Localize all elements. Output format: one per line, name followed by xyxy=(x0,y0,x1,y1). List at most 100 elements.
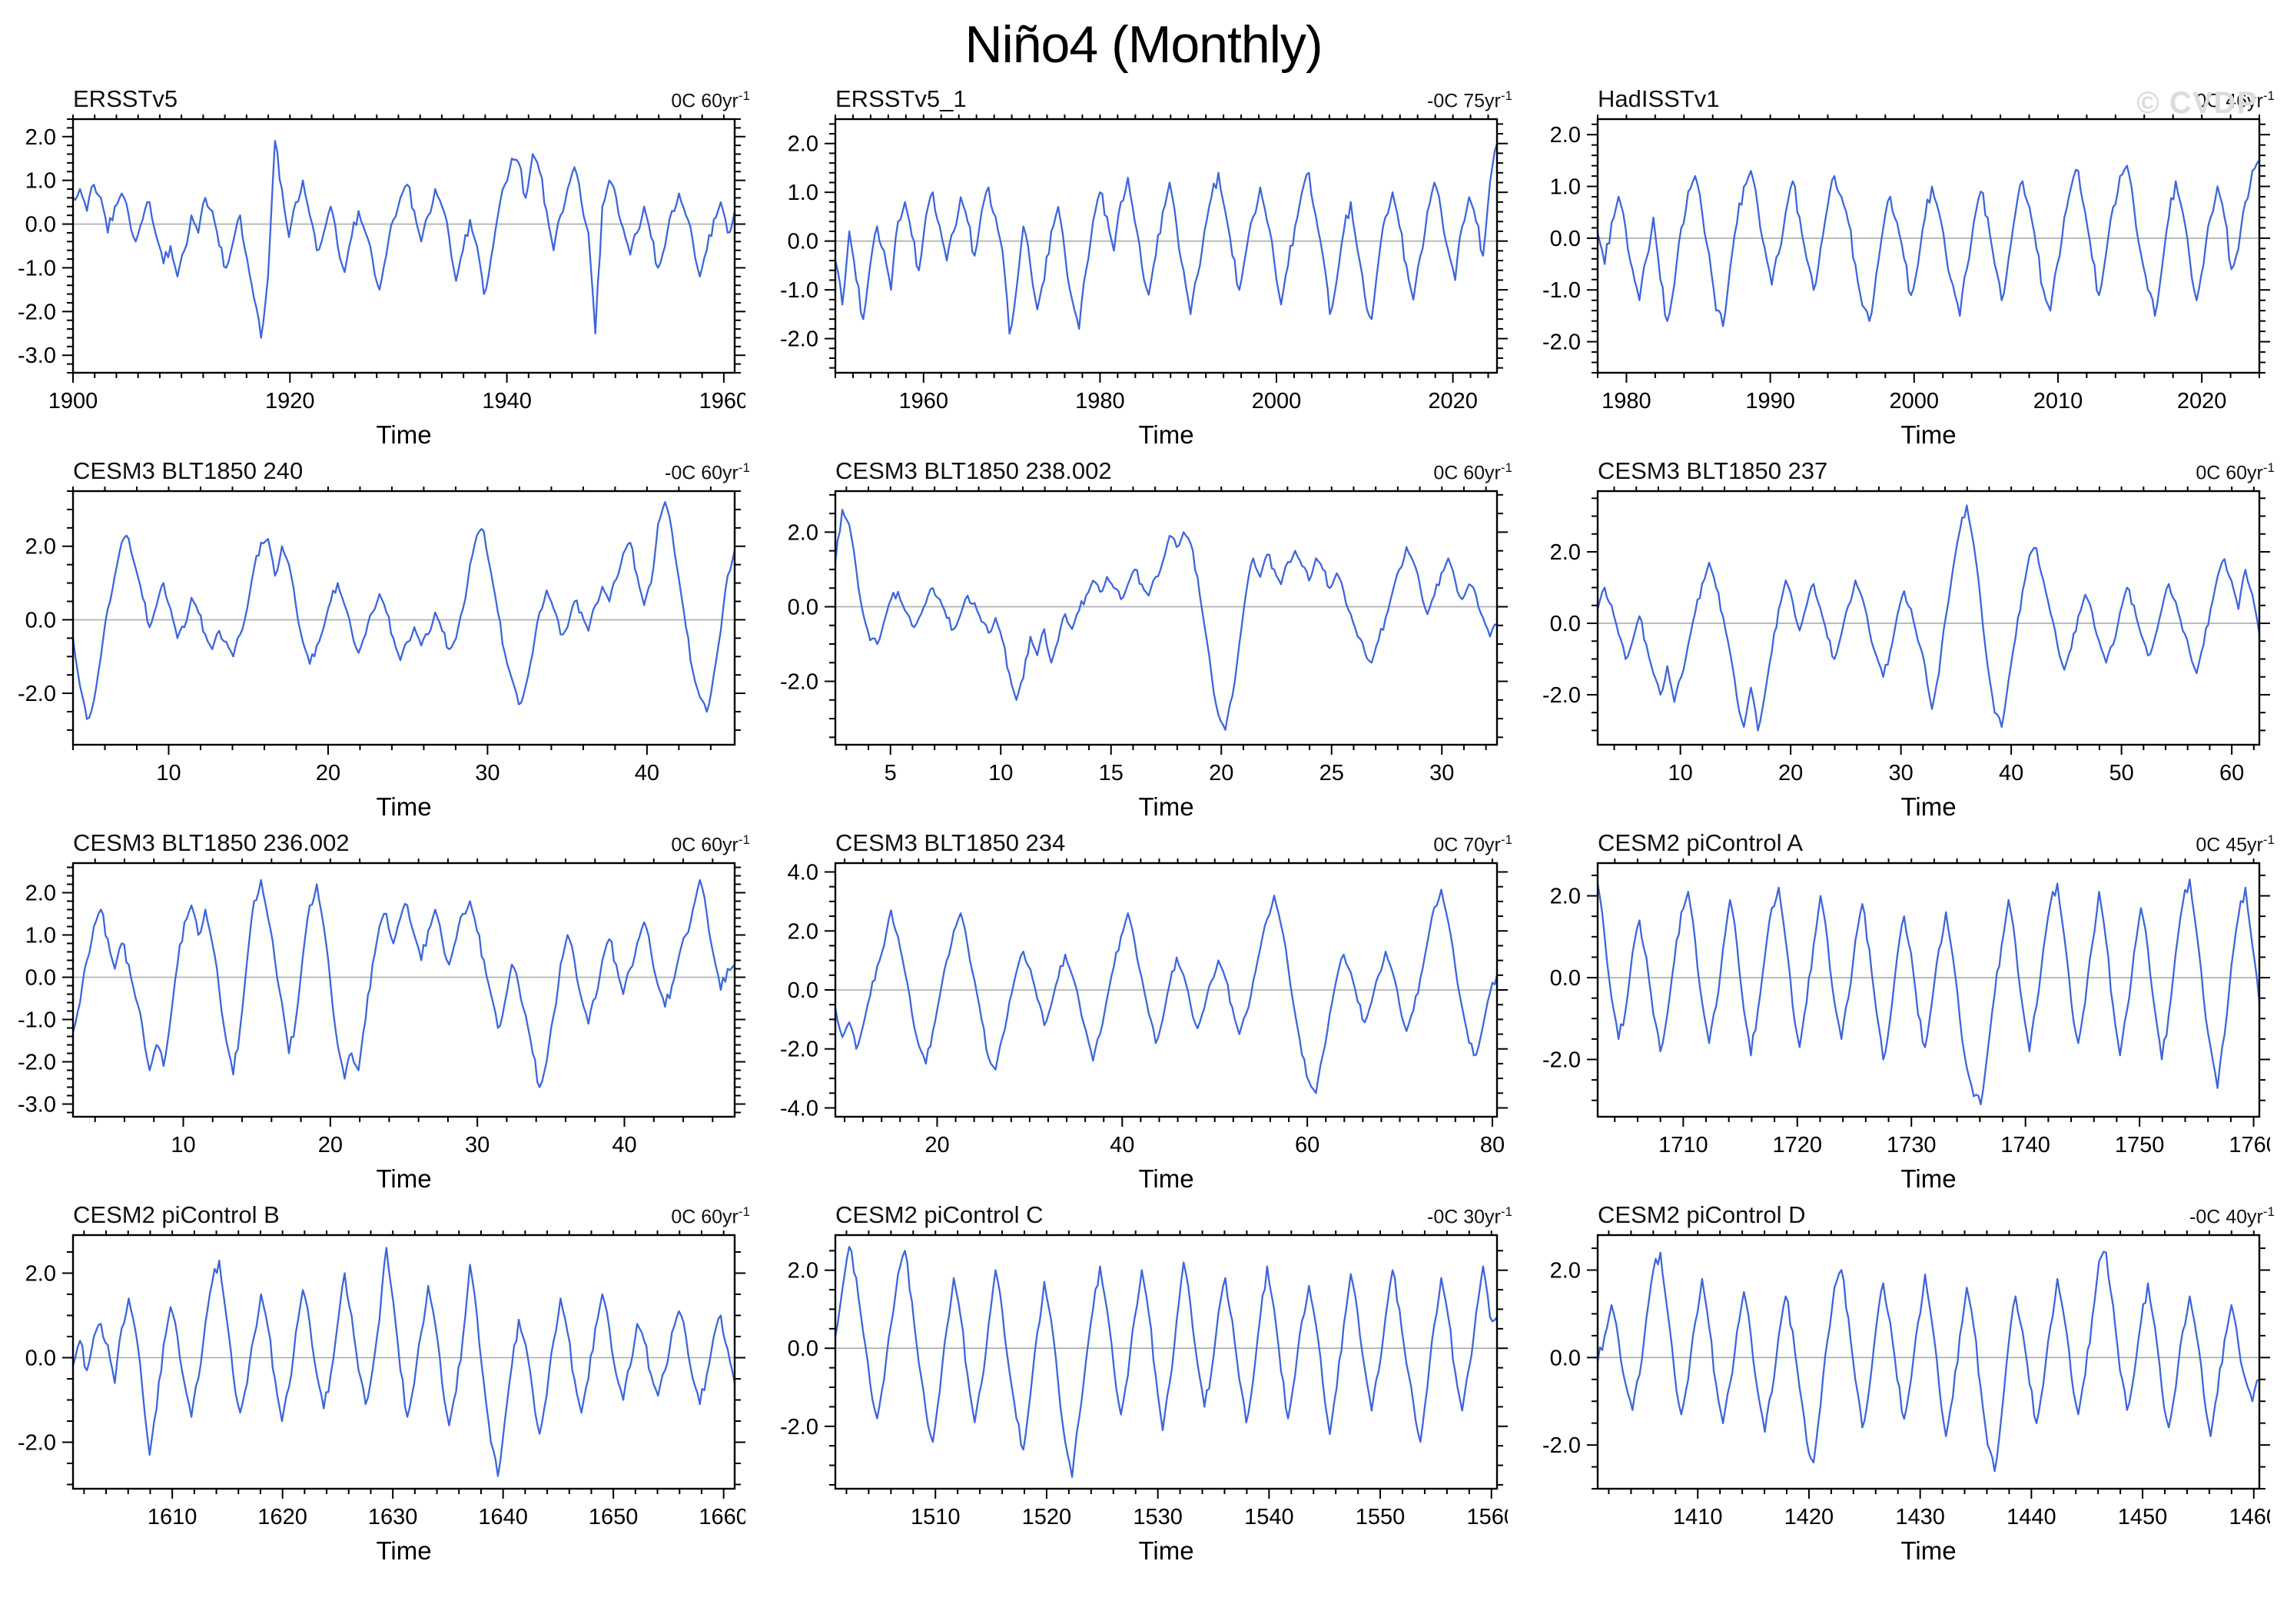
x-tick-label: 20 xyxy=(318,1133,343,1157)
trend-exponent: -1 xyxy=(738,460,750,475)
y-tick-label: 0.0 xyxy=(788,230,818,254)
axis-ticks xyxy=(62,858,745,1127)
x-tick-label: 2000 xyxy=(1252,389,1302,413)
chart-title: CESM2 piControl C xyxy=(835,1201,1044,1228)
x-tick-label: 40 xyxy=(1110,1133,1134,1157)
chart-header: CESM2 piControl C -0C 30yr-1 xyxy=(762,1201,1525,1230)
chart-title: CESM3 BLT1850 234 xyxy=(835,829,1066,856)
trend-value: -0C 30yr xyxy=(1427,1206,1501,1227)
axis-tick-labels: 20 40 60 80 4.0 2.0 0.0 -2.0 -4.0 xyxy=(780,861,1505,1157)
y-tick-label: 0.0 xyxy=(1550,227,1581,251)
y-tick-label: 2.0 xyxy=(25,882,56,906)
series-line xyxy=(1596,878,2261,1106)
series-line xyxy=(834,888,1499,1094)
trend-exponent: -1 xyxy=(2262,460,2275,475)
series-line xyxy=(834,509,1499,731)
y-tick-label: -1.0 xyxy=(18,256,56,281)
y-tick-label: 2.0 xyxy=(788,132,818,157)
y-tick-label: 2.0 xyxy=(788,919,818,944)
y-tick-label: 2.0 xyxy=(1550,1259,1581,1284)
axis-ticks xyxy=(1587,115,2270,383)
chart-header: ERSSTv5 0C 60yr-1 xyxy=(0,85,762,115)
axis-tick-labels: 5 10 15 20 25 30 2.0 0.0 -2.0 xyxy=(780,520,1454,785)
series-line xyxy=(71,878,736,1088)
series-line xyxy=(834,1246,1499,1478)
series-line xyxy=(834,142,1499,335)
chart-panel-ersstv5-1: ERSSTv5_1 -0C 75yr-1 1960 1980 2000 2020 2.0 1.… xyxy=(762,85,1525,450)
y-tick-label: 0.0 xyxy=(25,966,56,991)
y-tick-label: 0.0 xyxy=(1550,612,1581,636)
chart-title: CESM3 BLT1850 236.002 xyxy=(73,829,350,856)
trend-value: -0C 60yr xyxy=(665,462,739,483)
x-tick-label: 40 xyxy=(612,1133,636,1157)
chart-plot: 20 40 60 80 4.0 2.0 0.0 -2.0 -4.0 Time xyxy=(780,858,1508,1193)
chart-plot: 10 20 30 40 50 60 2.0 0.0 -2.0 Time xyxy=(1542,487,2270,821)
y-tick-label: 2.0 xyxy=(788,520,818,545)
x-tick-label: 20 xyxy=(924,1133,949,1157)
x-tick-label: 80 xyxy=(1480,1133,1505,1157)
plot-frame xyxy=(71,862,736,1118)
trend-label: 0C 60yr-1 xyxy=(671,1204,750,1228)
x-tick-label: 1750 xyxy=(2115,1133,2165,1157)
chart-plot: 1610 1620 1630 1640 1650 1660 2.0 0.0 -2.0 Time xyxy=(18,1230,745,1565)
chart-panel-cesm2-picontrol-a: CESM2 piControl A 0C 45yr-1 1710 1720 1730 17… xyxy=(1525,829,2287,1194)
chart-panel-ersstv5: ERSSTv5 0C 60yr-1 1900 1920 1940 1960 2.0 1.0 0.… xyxy=(0,85,762,450)
chart-header: CESM3 BLT1850 237 0C 60yr-1 xyxy=(1525,457,2287,487)
x-tick-label: 1510 xyxy=(911,1505,961,1529)
axis-ticks xyxy=(825,487,1508,755)
chart-panel-cesm3-blt1850-236-002: CESM3 BLT1850 236.002 0C 60yr-1 10 20 30 40 2.… xyxy=(0,829,762,1194)
axis-ticks xyxy=(825,115,1508,383)
y-tick-label: -2.0 xyxy=(1542,330,1581,355)
x-tick-label: 1520 xyxy=(1022,1505,1072,1529)
axis-ticks xyxy=(825,1230,1508,1499)
chart-panel-cesm2-picontrol-d: CESM2 piControl D -0C 40yr-1 1410 1420 1430 1… xyxy=(1525,1201,2287,1566)
chart-plot: 1410 1420 1430 1440 1450 1460 2.0 0.0 -2.0 Time xyxy=(1542,1230,2270,1565)
axis-ticks xyxy=(1587,487,2270,755)
x-tick-label: 50 xyxy=(2109,761,2133,785)
x-tick-label: 30 xyxy=(1429,761,1454,785)
y-tick-label: 0.0 xyxy=(25,608,56,633)
x-axis-title: Time xyxy=(1900,792,1956,821)
x-tick-label: 1960 xyxy=(899,389,949,413)
plot-frame xyxy=(1596,118,2261,374)
trend-value: 0C 60yr xyxy=(1433,462,1501,483)
axis-ticks xyxy=(825,858,1508,1127)
x-tick-label: 1610 xyxy=(148,1505,197,1529)
axis-ticks xyxy=(62,1230,745,1499)
x-axis-title: Time xyxy=(1900,1536,1956,1565)
plot-frame xyxy=(71,118,736,374)
plot-frame xyxy=(834,490,1499,746)
y-tick-label: -2.0 xyxy=(1542,683,1581,708)
x-tick-label: 20 xyxy=(316,761,340,785)
x-tick-label: 1980 xyxy=(1602,389,1651,413)
x-tick-label: 40 xyxy=(1999,761,2023,785)
trend-value: 0C 70yr xyxy=(1433,834,1501,855)
series-line xyxy=(71,140,736,339)
trend-label: 0C 46yr-1 xyxy=(2196,88,2275,112)
chart-title: HadISSTv1 xyxy=(1598,85,1720,112)
axis-tick-labels: 10 20 30 40 50 60 2.0 0.0 -2.0 xyxy=(1542,540,2244,785)
x-axis-title: Time xyxy=(1138,420,1193,449)
y-tick-label: 0.0 xyxy=(788,595,818,619)
y-tick-label: 1.0 xyxy=(25,169,56,194)
x-tick-label: 1410 xyxy=(1673,1505,1723,1529)
y-tick-label: -1.0 xyxy=(780,278,818,303)
chart-plot: 5 10 15 20 25 30 2.0 0.0 -2.0 Time xyxy=(780,487,1508,821)
trend-exponent: -1 xyxy=(1500,88,1512,103)
trend-exponent: -1 xyxy=(738,832,750,847)
trend-label: 0C 45yr-1 xyxy=(2196,832,2275,856)
y-tick-label: -2.0 xyxy=(780,1038,818,1062)
chart-title: CESM3 BLT1850 237 xyxy=(1598,457,1828,484)
trend-exponent: -1 xyxy=(2262,832,2275,847)
axis-tick-labels: 10 20 30 40 2.0 0.0 -2.0 xyxy=(18,535,659,785)
axis-tick-labels: 1610 1620 1630 1640 1650 1660 2.0 0.0 -2.0 xyxy=(18,1262,745,1530)
x-tick-label: 40 xyxy=(635,761,659,785)
chart-title: CESM2 piControl A xyxy=(1598,829,1804,856)
y-tick-label: 0.0 xyxy=(788,1337,818,1361)
chart-title: ERSSTv5_1 xyxy=(835,85,967,112)
trend-label: -0C 75yr-1 xyxy=(1427,88,1512,112)
y-tick-label: -2.0 xyxy=(1542,1433,1581,1458)
trend-label: 0C 60yr-1 xyxy=(2196,460,2275,484)
plot-frame xyxy=(1596,1234,2261,1490)
y-tick-label: -2.0 xyxy=(780,327,818,352)
